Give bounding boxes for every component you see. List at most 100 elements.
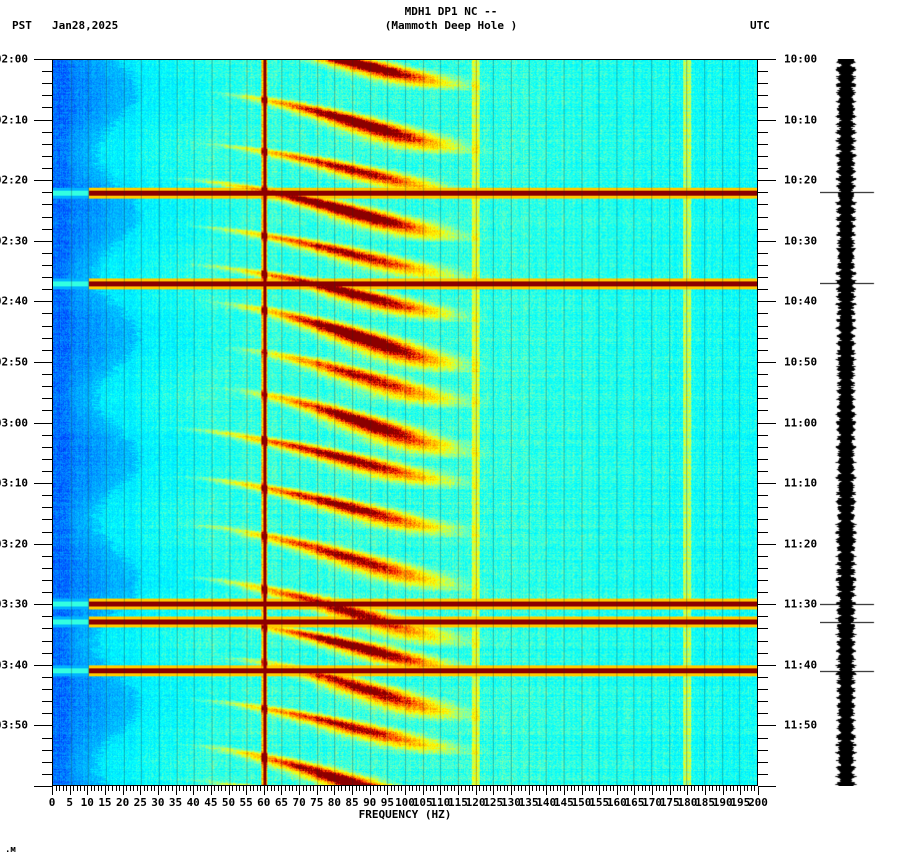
right-axis-tick (758, 543, 776, 545)
right-axis-time-label: 11:10 (784, 476, 818, 490)
frequency-axis-tick (472, 786, 474, 791)
frequency-axis-label: 100 (395, 796, 415, 809)
left-axis-time-label: 02:50 (0, 355, 28, 369)
frequency-axis-label: 190 (712, 796, 733, 809)
frequency-axis-label: 90 (363, 796, 377, 809)
left-axis-tick (42, 95, 52, 97)
right-axis-tick (758, 592, 768, 594)
right-axis-tick (758, 71, 768, 73)
spectrogram-canvas[interactable] (53, 60, 757, 785)
frequency-axis-tick (383, 786, 385, 791)
left-axis-tick (42, 580, 52, 582)
right-axis-tick (758, 204, 768, 206)
frequency-axis-tick (468, 786, 470, 791)
frequency-axis-tick (119, 786, 121, 791)
right-axis-tick (758, 713, 768, 715)
frequency-axis-tick (66, 786, 68, 791)
frequency-axis-tick (465, 786, 466, 791)
frequency-axis-tick (164, 786, 166, 791)
frequency-axis-tick (563, 786, 565, 795)
right-axis-tick (758, 83, 768, 85)
right-axis-tick (758, 240, 776, 242)
frequency-axis-label: 175 (659, 796, 680, 809)
frequency-axis-label: 0 (48, 796, 56, 809)
left-axis-tick (42, 337, 52, 339)
frequency-axis-tick (712, 786, 714, 791)
right-axis-tick (758, 483, 776, 485)
spectrogram-plot[interactable] (52, 59, 758, 786)
frequency-axis-tick (157, 786, 159, 795)
frequency-axis-tick (189, 786, 191, 791)
right-axis-tick (758, 301, 776, 303)
frequency-axis-tick (669, 786, 671, 795)
frequency-axis-tick (87, 786, 89, 795)
right-axis-tick (758, 749, 768, 751)
frequency-axis-tick (97, 786, 99, 791)
frequency-axis-tick (295, 786, 297, 791)
right-axis-tick (758, 386, 768, 388)
frequency-axis-tick (161, 786, 163, 791)
frequency-axis-tick (143, 786, 145, 791)
frequency-axis-tick (232, 786, 234, 791)
frequency-axis-tick (436, 786, 438, 791)
frequency-axis-tick (648, 786, 650, 791)
frequency-axis-tick (429, 786, 431, 791)
right-axis-tick (758, 410, 768, 412)
right-axis-tick (758, 495, 768, 497)
left-axis-time-label: 02:30 (0, 234, 28, 248)
frequency-axis-tick (733, 786, 735, 791)
frequency-axis-tick (754, 786, 756, 791)
right-axis-time-label: 10:20 (784, 173, 818, 187)
right-axis-tick (758, 228, 768, 230)
left-axis-time-label: 03:50 (0, 718, 28, 732)
right-axis-tick (758, 192, 768, 194)
frequency-axis-tick (366, 786, 368, 791)
frequency-axis-tick (344, 786, 346, 791)
left-axis-time-label: 02:10 (0, 113, 28, 127)
left-axis-tick (34, 725, 52, 727)
frequency-axis-tick (486, 786, 488, 791)
frequency-axis-tick (539, 786, 541, 791)
frequency-axis-tick (186, 786, 188, 791)
right-axis-tick (758, 640, 768, 642)
header: PST Jan28,2025 MDH1 DP1 NC -- (Mammoth D… (0, 0, 902, 52)
page-title: MDH1 DP1 NC -- (404, 5, 498, 18)
frequency-axis-tick (588, 786, 590, 791)
frequency-axis-tick (620, 786, 622, 791)
frequency-axis-tick (510, 786, 512, 795)
left-axis-tick (42, 143, 52, 145)
corner-artifact: .м (5, 845, 16, 855)
frequency-axis-tick (747, 786, 749, 791)
frequency-axis-tick (359, 786, 361, 791)
frequency-axis-tick (352, 786, 354, 795)
right-axis-tick (758, 761, 768, 763)
left-axis-tick (42, 434, 52, 436)
frequency-axis-tick (701, 786, 703, 791)
frequency-axis-tick (62, 786, 64, 791)
frequency-axis-tick (457, 786, 459, 795)
right-axis-tick (758, 604, 776, 606)
frequency-axis-label: 160 (606, 796, 627, 809)
frequency-axis-label: 170 (642, 796, 663, 809)
frequency-axis-tick (443, 786, 445, 791)
frequency-axis-label: 135 (518, 796, 539, 809)
frequency-axis-label: 10 (80, 796, 94, 809)
left-axis-tick (42, 277, 52, 279)
frequency-axis-tick (694, 786, 696, 791)
frequency-axis-tick (256, 786, 258, 791)
left-axis-tick (42, 616, 52, 618)
right-axis-tick (758, 95, 768, 97)
right-axis-tick (758, 168, 768, 170)
frequency-axis-tick (715, 786, 717, 791)
frequency-axis-tick (697, 786, 699, 791)
frequency-axis-tick (585, 786, 587, 791)
frequency-axis-tick (652, 786, 654, 795)
frequency-axis-tick (397, 786, 399, 791)
frequency-axis-tick (616, 786, 618, 795)
left-axis-tick (42, 131, 52, 133)
right-axis-tick (758, 264, 768, 266)
frequency-axis-tick (330, 786, 332, 791)
right-time-axis: 10:00 10:10 10:20 10:30 10:40 10:50 11:00 11:10… (758, 53, 848, 787)
right-axis-time-label: 10:00 (784, 52, 818, 66)
left-axis-tick (34, 301, 52, 303)
